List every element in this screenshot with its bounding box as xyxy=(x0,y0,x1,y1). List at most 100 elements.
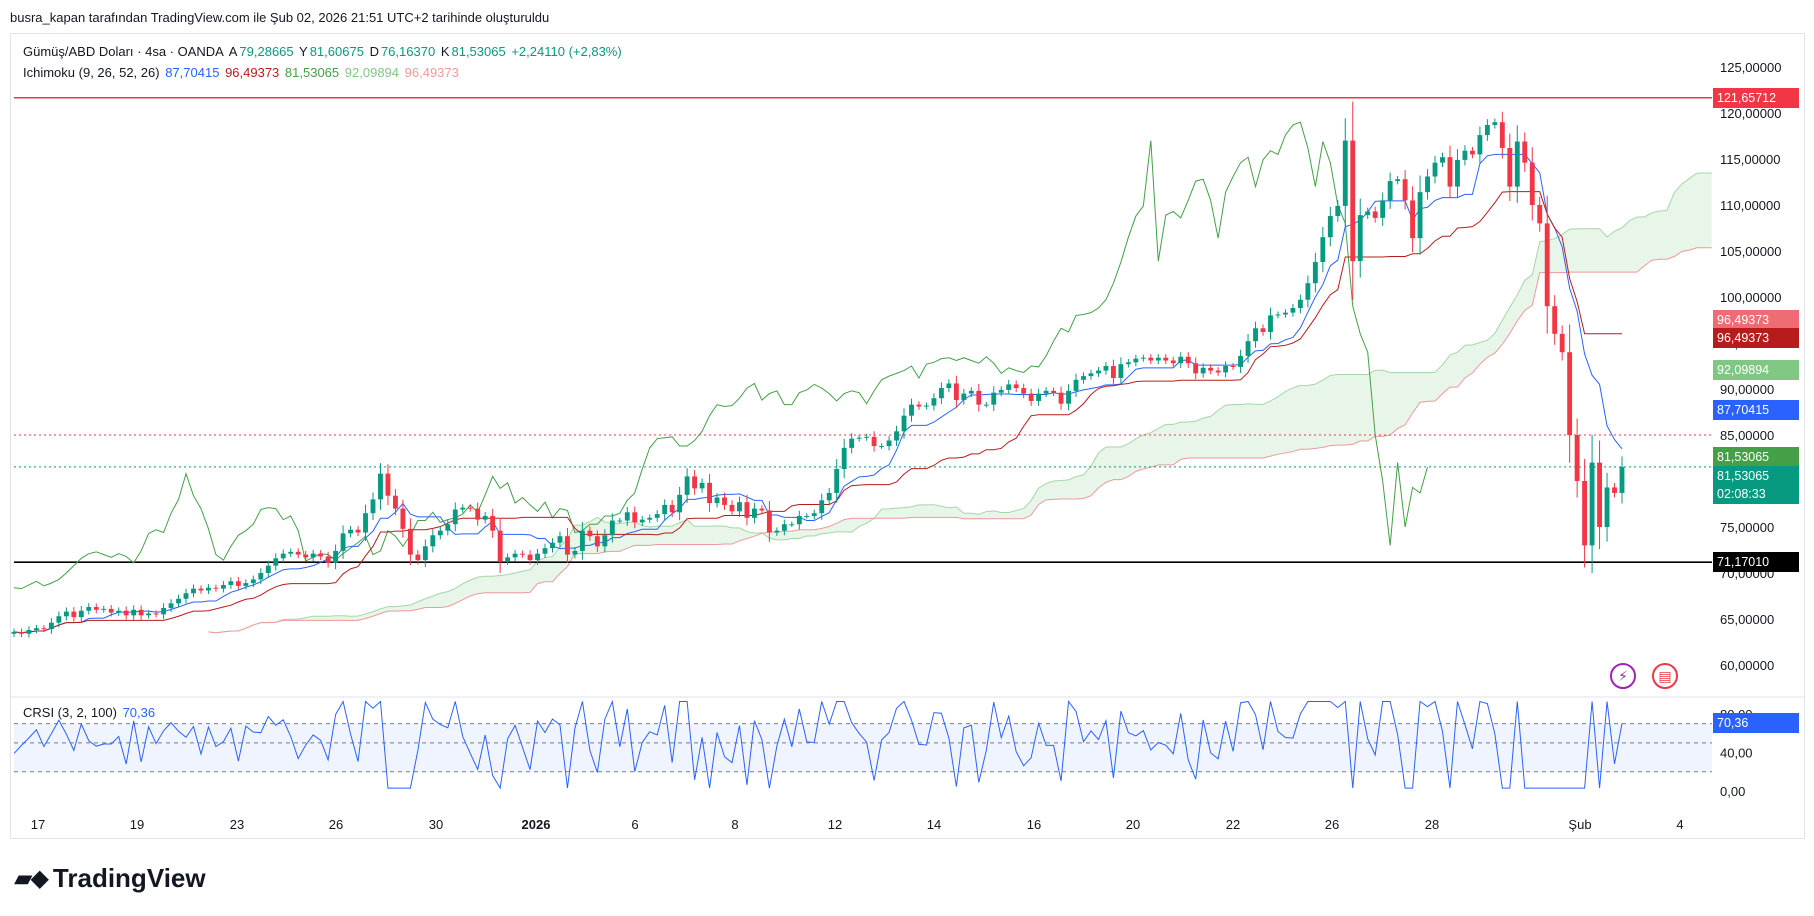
price-axis-label: 96,49373 xyxy=(1713,328,1799,349)
candle-body xyxy=(1140,357,1146,359)
candle-body xyxy=(961,393,967,401)
candle-body xyxy=(1073,379,1079,391)
candle-body xyxy=(460,507,466,510)
candle-body xyxy=(176,598,181,604)
candle-body xyxy=(220,584,226,589)
candle-body xyxy=(1484,124,1490,136)
candle-body xyxy=(1058,392,1064,404)
time-tick-label: Şub xyxy=(1568,817,1591,832)
candle-body xyxy=(407,528,413,555)
candle-body xyxy=(1387,181,1393,201)
candle-body xyxy=(310,553,316,558)
candle-body xyxy=(654,514,660,518)
candle-body xyxy=(976,390,982,405)
candle-body xyxy=(295,551,301,555)
candle-body xyxy=(1522,141,1528,163)
us-flag-icon[interactable]: ▤ xyxy=(1652,663,1678,689)
candle-body xyxy=(363,513,368,533)
price-axis-label: 81,53065 xyxy=(1713,465,1799,486)
candle-body xyxy=(1582,481,1588,546)
candle-body xyxy=(1185,356,1191,364)
symbol-name[interactable]: Gümüş/ABD Doları · 4sa · OANDA xyxy=(23,44,224,59)
candle-body xyxy=(1507,147,1513,187)
candle-body xyxy=(924,405,929,407)
candle-body xyxy=(707,482,712,504)
crsi-line xyxy=(13,699,1623,790)
tradingview-brand[interactable]: ▰◆ TradingView xyxy=(14,863,206,894)
candle-body xyxy=(1006,384,1012,390)
candle-body xyxy=(722,497,727,505)
time-tick-label: 8 xyxy=(731,817,738,832)
candle-body xyxy=(714,497,720,504)
ichimoku-label[interactable]: Ichimoku (9, 26, 52, 26) xyxy=(23,65,160,80)
candle-body xyxy=(527,554,533,561)
candle-body xyxy=(1312,262,1318,284)
candle-body xyxy=(1208,367,1214,371)
candle-body xyxy=(1327,216,1333,238)
candle-body xyxy=(1380,200,1386,218)
candle-body xyxy=(1200,367,1206,374)
tradingview-logo-icon: ▰◆ xyxy=(14,865,49,892)
candle-body xyxy=(1103,366,1109,371)
crsi-legend: CRSI (3, 2, 100) 70,36 xyxy=(23,705,157,720)
candle-body xyxy=(138,609,144,616)
time-tick-label: 19 xyxy=(130,817,144,832)
candle-body xyxy=(56,616,62,623)
candle-body xyxy=(849,438,855,448)
candle-body xyxy=(677,494,683,513)
candle-body xyxy=(535,553,540,561)
candle-body xyxy=(841,447,847,470)
crsi-tick-label: 0,00 xyxy=(1720,784,1745,799)
candle-body xyxy=(1193,363,1199,374)
candle-body xyxy=(1544,223,1550,307)
price-axis-label: 121,65712 xyxy=(1713,87,1799,108)
candle-body xyxy=(370,499,376,514)
crsi-tick-label: 40,00 xyxy=(1720,746,1753,761)
price-tick-label: 110,00000 xyxy=(1720,198,1781,213)
candle-body xyxy=(1395,179,1401,182)
candle-body xyxy=(669,504,675,513)
candle-body xyxy=(400,508,406,529)
price-tick-label: 65,00000 xyxy=(1720,612,1774,627)
candle-body xyxy=(437,530,443,536)
low-value: 76,16370 xyxy=(380,44,436,59)
candle-body xyxy=(235,581,241,586)
price-tick-label: 100,00000 xyxy=(1720,290,1781,305)
candle-body xyxy=(303,554,309,558)
candle-body xyxy=(1567,352,1573,435)
candle-body xyxy=(699,482,705,489)
lightning-icon[interactable]: ⚡ xyxy=(1610,663,1636,689)
candle-body xyxy=(1469,150,1475,155)
crsi-label[interactable]: CRSI (3, 2, 100) xyxy=(23,705,117,720)
ichimoku-chikou-value: 81,53065 xyxy=(284,65,340,80)
time-tick-label: 16 xyxy=(1027,817,1041,832)
candle-body xyxy=(639,519,645,523)
candle-body xyxy=(565,536,570,555)
price-axis-label: 92,09894 xyxy=(1713,359,1799,380)
ichimoku-tenkan-value: 87,70415 xyxy=(165,65,220,80)
candle-body xyxy=(811,513,817,516)
candle-body xyxy=(1350,140,1356,262)
candle-body xyxy=(1612,487,1617,493)
candle-body xyxy=(340,533,346,551)
time-tick-label: 26 xyxy=(1325,817,1339,832)
candle-body xyxy=(946,383,952,389)
candle-body xyxy=(1021,388,1027,394)
candle-body xyxy=(916,404,922,407)
high-value: 81,60675 xyxy=(309,44,364,59)
candle-body xyxy=(198,588,204,591)
candle-body xyxy=(86,607,92,611)
candle-body xyxy=(1342,140,1348,206)
candle-body xyxy=(1335,205,1341,217)
candle-body xyxy=(1215,370,1221,373)
candle-body xyxy=(662,504,668,515)
candle-body xyxy=(280,553,286,559)
candle-body xyxy=(856,437,862,439)
time-tick-label: 23 xyxy=(230,817,244,832)
price-tick-label: 75,00000 xyxy=(1720,520,1774,535)
candle-body xyxy=(542,548,548,554)
candle-body xyxy=(1155,357,1161,361)
ichimoku-spanA-value: 92,09894 xyxy=(344,65,400,80)
candle-body xyxy=(1275,314,1281,316)
